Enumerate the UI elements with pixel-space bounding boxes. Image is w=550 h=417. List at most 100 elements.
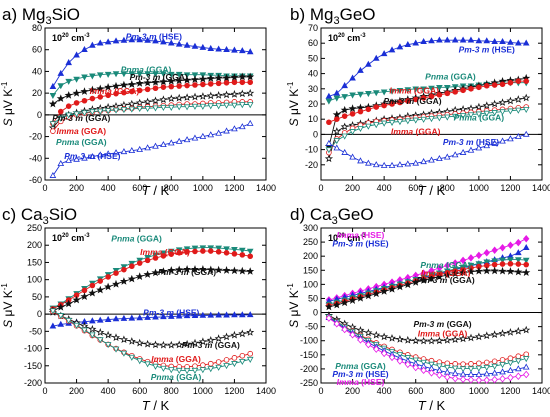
data-point: [482, 331, 491, 340]
data-point: [160, 313, 167, 320]
y-tick-label: -200: [24, 378, 42, 388]
annotation-rest: (GGA): [162, 247, 190, 257]
data-point: [419, 336, 428, 345]
panel-title-main: d) Ca: [290, 205, 332, 224]
x-axis-label-main: T: [418, 183, 427, 198]
data-point: [120, 350, 128, 357]
series-annotation: Pm-3 m (HSE): [332, 239, 388, 249]
data-point: [175, 312, 183, 319]
y-tick-label: -150: [300, 350, 318, 360]
data-point: [436, 115, 443, 122]
annotation-rest: (GGA): [412, 85, 440, 95]
data-point: [223, 246, 230, 253]
data-point: [176, 83, 182, 89]
data-point: [135, 79, 144, 87]
carrier-unit-exp: -3: [84, 233, 90, 239]
data-point: [364, 328, 373, 337]
data-point: [483, 259, 491, 266]
data-point: [411, 278, 420, 286]
data-point: [523, 234, 530, 243]
data-point: [459, 375, 467, 384]
data-point: [428, 37, 435, 44]
data-point: [207, 245, 215, 252]
data-point: [515, 261, 522, 267]
data-point: [380, 161, 388, 168]
data-point: [395, 282, 404, 291]
x-tick-label: 800: [164, 386, 179, 396]
data-point: [483, 364, 491, 371]
panel-title-main: a) Mg: [2, 5, 45, 24]
plot-frame: [44, 27, 267, 181]
data-point: [72, 295, 81, 304]
data-point: [207, 44, 215, 51]
data-point: [120, 107, 128, 114]
data-point: [112, 81, 121, 90]
data-point: [522, 107, 530, 114]
data-point: [191, 134, 199, 141]
data-point: [332, 127, 341, 135]
data-point: [483, 37, 491, 44]
data-point: [507, 79, 514, 86]
series-2: [50, 248, 254, 312]
data-point: [357, 66, 364, 73]
data-point: [365, 91, 372, 98]
data-point: [231, 125, 238, 132]
data-point: [89, 41, 96, 48]
data-point: [357, 126, 364, 133]
data-point: [136, 36, 144, 43]
data-point: [65, 59, 72, 66]
data-point: [215, 129, 222, 136]
annotation-rest: (GGA): [414, 96, 442, 106]
data-point: [199, 103, 207, 110]
data-point: [239, 247, 246, 254]
data-point: [73, 76, 80, 83]
data-point: [239, 79, 246, 86]
data-point: [120, 148, 128, 155]
series-5: [324, 266, 531, 311]
data-point: [396, 357, 404, 365]
data-point: [152, 85, 159, 92]
data-point: [372, 289, 381, 298]
data-point: [364, 291, 373, 300]
data-point: [458, 268, 468, 277]
series-annotation: Pm-3 m (GGA): [182, 340, 240, 350]
data-point: [324, 302, 334, 311]
annotation-italic: Pm-3 m: [443, 137, 474, 147]
data-point: [152, 363, 159, 370]
data-point: [340, 122, 349, 131]
data-point: [176, 250, 182, 256]
y-axis-label-main: S: [1, 118, 15, 126]
data-point: [129, 263, 135, 270]
data-point: [152, 37, 159, 44]
data-point: [200, 248, 206, 254]
y-axis-label-exp: -1: [0, 81, 9, 89]
data-point: [373, 104, 380, 110]
carrier-label: 1020 cm-3: [52, 233, 90, 243]
data-point: [89, 95, 96, 102]
annotation-italic: Imma: [418, 329, 440, 339]
carrier-exp: 20: [62, 233, 69, 239]
data-point: [451, 113, 459, 120]
annotation-rest: (GGA): [443, 268, 471, 278]
series-annotation: Imma (GGA): [140, 247, 190, 257]
data-point: [341, 94, 348, 101]
data-point: [412, 159, 420, 166]
data-point: [467, 36, 475, 43]
data-point: [183, 312, 191, 319]
data-point: [239, 252, 246, 258]
data-point: [333, 138, 341, 145]
data-point: [111, 333, 121, 342]
series-annotation: Pm-3 m (GGA): [384, 96, 442, 106]
annotation-italic: Imma: [337, 377, 359, 387]
data-point: [467, 112, 475, 119]
x-tick-label: 1000: [469, 386, 489, 396]
x-axis-label-main: T: [142, 183, 151, 198]
y-axis-label: S μV K-1: [0, 283, 15, 328]
data-point: [151, 268, 160, 277]
data-point: [175, 93, 184, 102]
data-point: [128, 36, 136, 43]
data-point: [64, 299, 73, 308]
data-point: [428, 156, 435, 163]
series-annotation: Pm-3 m (HSE): [443, 137, 499, 147]
annotation-italic: Pm-3 m: [158, 267, 189, 277]
